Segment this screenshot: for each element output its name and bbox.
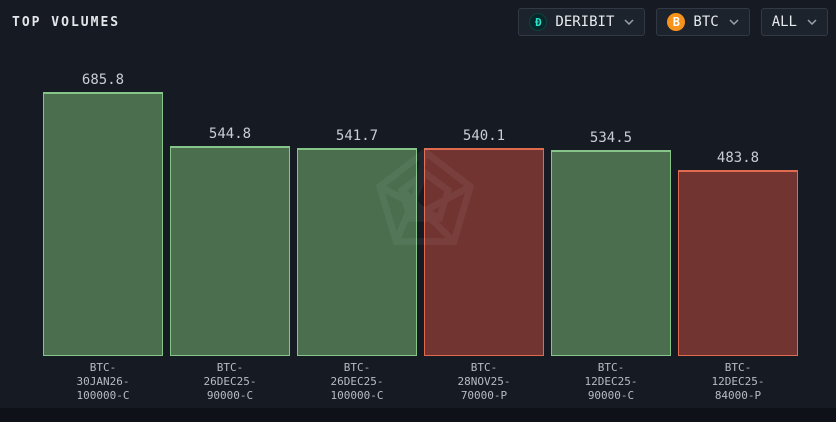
label-line: 70000-P [460, 389, 508, 402]
bar-category-label: BTC- 12DEC25- 84000-P [678, 361, 798, 403]
bottom-edge [0, 408, 836, 422]
label-line: 100000-C [76, 389, 130, 402]
label-line: BTC- [89, 361, 117, 374]
bitcoin-icon: B [667, 13, 686, 31]
asset-dropdown[interactable]: B BTC [656, 8, 750, 36]
bar-value-label: 540.1 [462, 128, 506, 145]
bar-category-label: BTC- 12DEC25- 90000-C [551, 361, 671, 403]
label-line: 26DEC25- [203, 375, 257, 388]
bar-group: 685.8 BTC- 30JAN26- 100000-C [43, 0, 163, 403]
chevron-down-icon [729, 19, 739, 25]
chevron-down-icon [807, 19, 817, 25]
bar-value-label: 685.8 [81, 72, 125, 88]
label-line: 12DEC25- [584, 375, 638, 388]
volume-bar[interactable]: 544.8 [170, 126, 290, 356]
label-line: 90000-C [206, 389, 254, 402]
bar-group: 540.1 BTC- 28NOV25- 70000-P [424, 0, 544, 403]
volume-bar[interactable]: 541.7 [297, 128, 417, 356]
deribit-icon: Đ [529, 13, 548, 31]
label-line: 90000-C [587, 389, 635, 402]
bar-group: 541.7 BTC- 26DEC25- 100000-C [297, 0, 417, 403]
bar-group: 483.8 BTC- 12DEC25- 84000-P [678, 0, 798, 403]
exchange-dropdown[interactable]: Đ DERIBIT [518, 8, 646, 36]
label-line: 30JAN26- [76, 375, 130, 388]
exchange-dropdown-label: DERIBIT [555, 14, 615, 30]
range-dropdown[interactable]: ALL [760, 8, 828, 36]
chevron-down-icon [624, 19, 634, 25]
bar-category-label: BTC- 28NOV25- 70000-P [424, 361, 544, 403]
label-line: 84000-P [714, 389, 762, 402]
volume-bar[interactable]: 483.8 [678, 150, 798, 356]
asset-dropdown-label: BTC [693, 14, 719, 30]
label-line: 12DEC25- [711, 375, 765, 388]
bar-category-label: BTC- 30JAN26- 100000-C [43, 361, 163, 403]
filter-bar: Đ DERIBIT B BTC ALL [518, 8, 828, 36]
label-line: 100000-C [330, 389, 384, 402]
bar-value-label: 483.8 [716, 149, 760, 166]
label-line: BTC- [470, 361, 498, 374]
bar-chart: 685.8 BTC- 30JAN26- 100000-C 544.8 BTC- … [43, 0, 798, 403]
label-line: BTC- [216, 361, 244, 374]
label-line: BTC- [724, 361, 752, 374]
volume-bar[interactable]: 534.5 [551, 130, 671, 356]
page-title: TOP VOLUMES [12, 15, 121, 30]
bar-group: 544.8 BTC- 26DEC25- 90000-C [170, 0, 290, 403]
label-line: 26DEC25- [330, 375, 384, 388]
label-line: BTC- [597, 361, 625, 374]
bar-category-label: BTC- 26DEC25- 100000-C [297, 361, 417, 403]
label-line: 28NOV25- [457, 375, 511, 388]
bar-group: 534.5 BTC- 12DEC25- 90000-C [551, 0, 671, 403]
bar-value-label: 534.5 [589, 130, 633, 147]
volume-bar[interactable]: 540.1 [424, 128, 544, 356]
volume-bar[interactable]: 685.8 [43, 72, 163, 356]
label-line: BTC- [343, 361, 371, 374]
bar-category-label: BTC- 26DEC25- 90000-C [170, 361, 290, 403]
bar-value-label: 544.8 [208, 126, 252, 143]
bar-value-label: 541.7 [335, 127, 379, 144]
range-dropdown-label: ALL [771, 14, 797, 30]
